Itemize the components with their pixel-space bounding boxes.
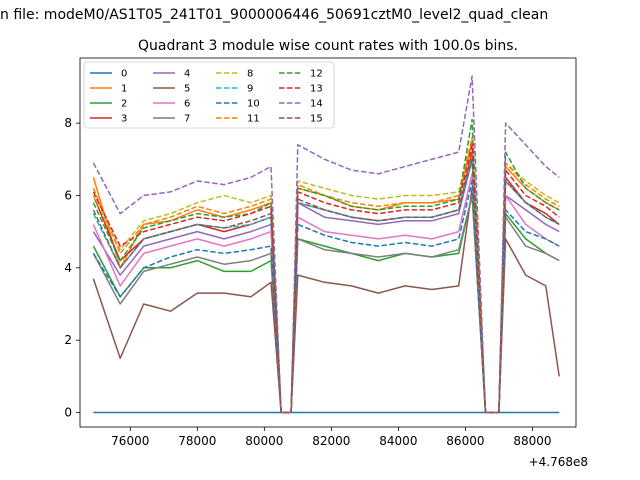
legend-label: 8 xyxy=(247,69,253,80)
legend-label: 0 xyxy=(121,69,127,80)
legend-item-6[interactable]: 6 xyxy=(153,99,190,110)
legend-label: 12 xyxy=(310,69,323,80)
x-tick-label: 78000 xyxy=(178,434,216,448)
x-tick-label: 80000 xyxy=(245,434,283,448)
legend-item-10[interactable]: 10 xyxy=(216,99,260,110)
legend-label: 4 xyxy=(184,69,190,80)
series-line-8 xyxy=(92,136,560,414)
x-tick-label: 88000 xyxy=(513,434,551,448)
legend-label: 13 xyxy=(310,84,323,95)
legend-label: 3 xyxy=(121,114,127,125)
legend-item-13[interactable]: 13 xyxy=(279,84,323,95)
chart-title: Quadrant 3 module wise count rates with … xyxy=(138,38,518,54)
legend-item-1[interactable]: 1 xyxy=(90,84,127,95)
figure-suptitle: n file: modeM0/AS1T05_241T01_9000006446_… xyxy=(0,7,548,23)
legend-item-8[interactable]: 8 xyxy=(216,69,253,80)
legend-label: 7 xyxy=(184,114,190,125)
legend-label: 6 xyxy=(184,99,190,110)
x-axis: 76000 78000 80000 82000 84000 86000 88000 xyxy=(111,427,552,448)
legend-item-5[interactable]: 5 xyxy=(153,84,190,95)
plot-frame xyxy=(79,57,577,428)
legend-item-3[interactable]: 3 xyxy=(90,114,127,125)
x-tick-label: 76000 xyxy=(111,434,149,448)
legend-item-14[interactable]: 14 xyxy=(279,99,323,110)
legend-label: 2 xyxy=(121,99,127,110)
legend-label: 11 xyxy=(247,114,260,125)
y-tick-label: 2 xyxy=(64,333,72,347)
legend-item-7[interactable]: 7 xyxy=(153,114,190,125)
legend-item-0[interactable]: 0 xyxy=(90,69,127,80)
legend-label: 10 xyxy=(247,99,260,110)
series-line-11 xyxy=(92,136,560,414)
legend-label: 5 xyxy=(184,84,190,95)
legend-item-15[interactable]: 15 xyxy=(279,114,323,125)
x-offset-label: +4.768e8 xyxy=(529,455,588,469)
legend-item-4[interactable]: 4 xyxy=(153,69,190,80)
legend-item-2[interactable]: 2 xyxy=(90,99,127,110)
x-tick-label: 82000 xyxy=(312,434,350,448)
y-tick-label: 4 xyxy=(64,261,72,275)
legend-label: 14 xyxy=(310,99,323,110)
y-tick-label: 0 xyxy=(64,406,72,420)
x-tick-label: 86000 xyxy=(446,434,484,448)
x-tick-label: 84000 xyxy=(379,434,417,448)
legend-item-11[interactable]: 11 xyxy=(216,114,260,125)
y-tick-label: 6 xyxy=(64,188,72,202)
series-line-15 xyxy=(92,158,560,414)
legend-label: 1 xyxy=(121,84,127,95)
series-line-14 xyxy=(92,75,560,414)
legend-item-12[interactable]: 12 xyxy=(279,69,323,80)
legend-box xyxy=(83,61,335,129)
legend-label: 9 xyxy=(247,84,253,95)
legend-label: 15 xyxy=(310,114,323,125)
y-tick-label: 8 xyxy=(64,116,72,130)
y-axis: 0 2 4 6 8 xyxy=(64,116,80,420)
series-line-10 xyxy=(92,180,560,414)
legend-item-9[interactable]: 9 xyxy=(216,84,253,95)
